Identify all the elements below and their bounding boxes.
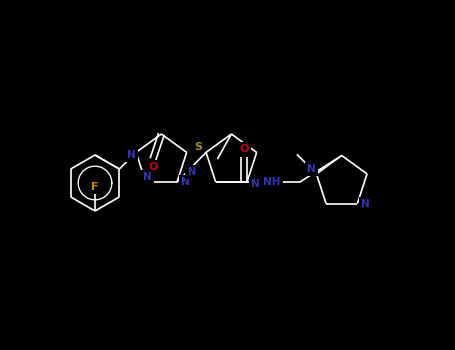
Text: S: S [194, 142, 202, 152]
Text: NH: NH [263, 177, 280, 187]
Text: O: O [239, 144, 248, 154]
Text: N: N [361, 199, 370, 209]
Text: O: O [148, 162, 157, 172]
Text: N: N [251, 179, 259, 189]
Text: N: N [143, 172, 152, 182]
Text: N: N [187, 167, 196, 177]
Text: N: N [307, 164, 316, 174]
Text: N: N [126, 150, 136, 160]
Text: N: N [181, 177, 189, 187]
Text: F: F [91, 182, 99, 192]
